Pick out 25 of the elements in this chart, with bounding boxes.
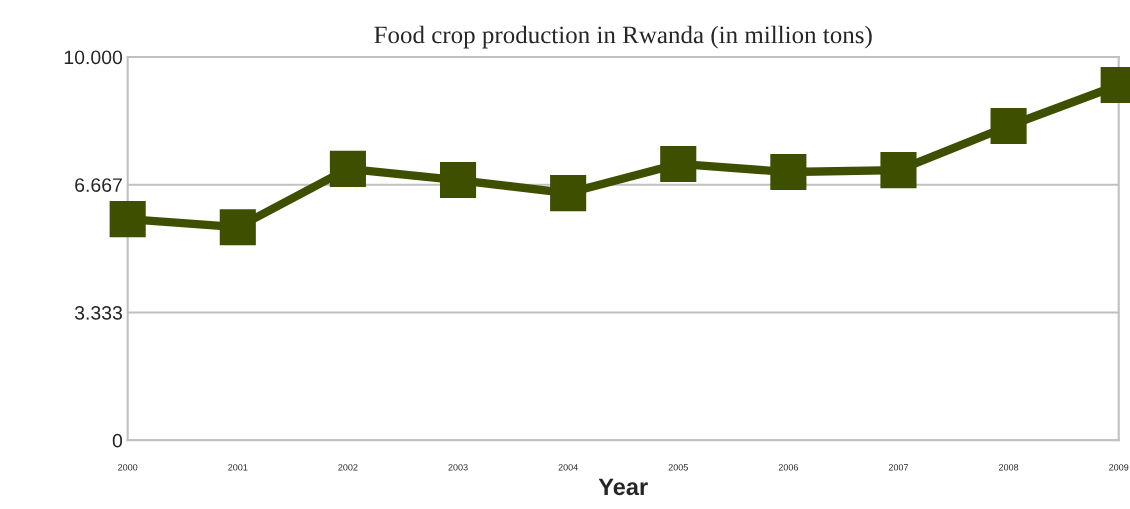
y-tick-label: 10.000 <box>64 50 123 65</box>
y-tick-label: 3.333 <box>74 306 122 320</box>
point <box>439 161 477 199</box>
point <box>770 153 807 191</box>
point <box>660 145 697 182</box>
point <box>329 150 366 187</box>
x-tick-label: 2003 <box>448 464 468 471</box>
chart-title: Food crop production in Rwanda (in million tons) <box>374 25 872 49</box>
x-tick-label: 2004 <box>558 464 578 471</box>
x-tick-label: 2007 <box>888 464 909 471</box>
x-tick-label: 2008 <box>999 464 1019 471</box>
x-tick-label: 2009 <box>1109 464 1129 471</box>
x-tick-label: 2005 <box>668 464 688 471</box>
x-tick-label: 2001 <box>228 464 248 471</box>
point <box>219 209 256 246</box>
point <box>880 152 917 189</box>
point <box>550 175 587 212</box>
y-tick-label: 6.667 <box>75 178 122 192</box>
x-tick-label: 2000 <box>118 464 138 471</box>
point <box>109 201 146 238</box>
x-tick-label: 2006 <box>778 464 799 471</box>
y-tick-label: 0 <box>112 433 123 448</box>
x-tick-label: 2002 <box>338 464 358 471</box>
point <box>990 107 1027 145</box>
x-axis-title: Year <box>598 478 648 496</box>
